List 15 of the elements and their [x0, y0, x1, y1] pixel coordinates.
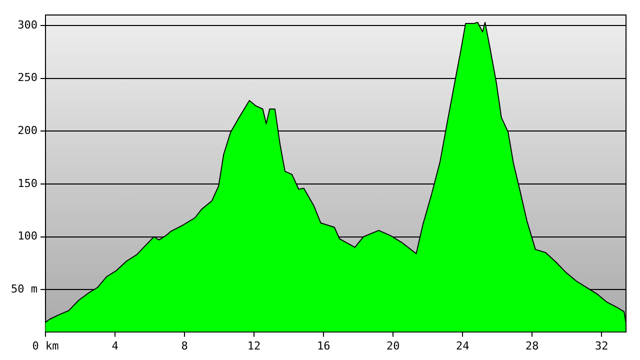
- y-tick-label: 300: [18, 18, 38, 32]
- x-tick-label: 32: [595, 339, 608, 352]
- y-tick-label: 250: [18, 71, 38, 84]
- x-tick-label: 0 km: [32, 339, 60, 352]
- x-tick-label: 24: [456, 339, 470, 352]
- x-tick-label: 28: [526, 339, 539, 352]
- x-tick-label: 8: [181, 339, 188, 352]
- y-tick-label: 100: [18, 230, 38, 243]
- x-tick-label: 12: [247, 339, 261, 352]
- y-tick-label: 50 m: [10, 282, 38, 296]
- x-tick-label: 16: [316, 339, 330, 352]
- x-tick-label: 20: [386, 339, 400, 352]
- y-tick-label: 200: [18, 124, 38, 138]
- x-tick-label: 4: [112, 339, 119, 352]
- y-tick-label: 150: [18, 176, 38, 190]
